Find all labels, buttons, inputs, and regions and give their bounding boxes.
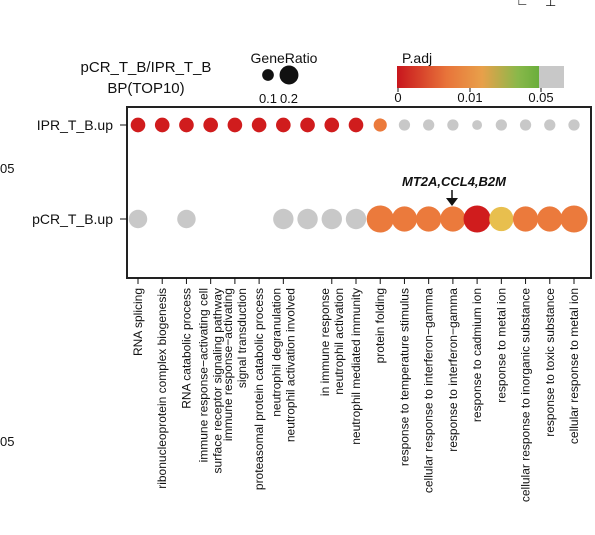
dot-0-16 xyxy=(519,119,532,131)
dot-1-12 xyxy=(416,206,442,232)
edge-glyph-top-right-2: ⊥ xyxy=(545,0,556,9)
annotation-arrow-head xyxy=(446,198,458,206)
dot-0-14 xyxy=(472,120,483,130)
dot-1-6 xyxy=(273,208,294,230)
dot-0-0 xyxy=(130,117,146,133)
dot-0-3 xyxy=(203,117,218,133)
size-legend-dot-0 xyxy=(262,69,274,81)
dot-0-9 xyxy=(348,117,364,133)
color-legend-tick-label-0: 0 xyxy=(394,90,401,105)
dot-1-7 xyxy=(297,208,318,230)
dot-1-18 xyxy=(560,205,588,233)
dot-1-9 xyxy=(345,208,367,230)
dot-0-6 xyxy=(276,117,291,133)
x-tick-label-15-0: cellular response to inorganic substance xyxy=(519,288,533,502)
size-legend-label-0: 0.1 xyxy=(259,91,277,106)
x-tick-label-8-0: neutrophil mediated immunity xyxy=(349,288,363,445)
x-tick-label-2-0: RNA catabolic process xyxy=(179,288,193,409)
color-legend-gradient xyxy=(397,66,539,88)
dot-0-5 xyxy=(251,117,267,133)
dot-1-11 xyxy=(391,206,418,232)
plot-panel xyxy=(126,106,592,279)
edge-text-left-top: 05 xyxy=(0,161,14,176)
color-legend-na-swatch xyxy=(539,66,564,88)
color-legend-tick-label-2: 0.05 xyxy=(528,90,553,105)
x-tick-label-9-0: protein folding xyxy=(373,288,387,363)
x-tick-label-6-0: neutrophil degranulation xyxy=(269,288,283,417)
dot-1-14 xyxy=(463,205,491,233)
x-tick-label-14-0: response to metal ion xyxy=(494,288,508,403)
dot-1-10 xyxy=(366,205,394,233)
dot-0-12 xyxy=(423,119,435,131)
x-tick-label-12-0: response to interferon−gamma xyxy=(446,288,460,452)
dot-0-13 xyxy=(447,119,459,131)
color-legend-tick-label-1: 0.01 xyxy=(457,90,482,105)
x-tick-label-13-0: response to cadmium ion xyxy=(470,288,484,422)
edge-text-left-bottom: 05 xyxy=(0,434,14,449)
dot-1-15 xyxy=(489,206,514,232)
chart-title-line2: BP(TOP10) xyxy=(107,80,184,97)
dot-1-17 xyxy=(537,206,563,232)
x-tick-label-17-0: cellular response to metal ion xyxy=(567,288,581,444)
x-tick-label-4-0: immune response−activating xyxy=(221,288,235,441)
dot-1-2 xyxy=(177,209,196,229)
x-tick-label-0-0: RNA splicing xyxy=(131,288,145,356)
x-tick-label-4-1: signal transduction xyxy=(235,288,249,388)
row-label-1: pCR_T_B.up xyxy=(32,211,113,227)
dot-0-4 xyxy=(227,117,243,133)
size-legend-dot-1 xyxy=(279,65,299,85)
x-tick-label-1-0: ribonucleoprotein complex biogenesis xyxy=(155,288,169,489)
x-tick-label-6-1: neutrophil activation involved xyxy=(283,288,297,442)
row-label-0: IPR_T_B.up xyxy=(37,117,113,133)
dot-1-16 xyxy=(512,206,539,232)
dot-0-17 xyxy=(544,119,556,131)
x-tick-label-16-0: response to toxic substance xyxy=(543,288,557,437)
dot-0-2 xyxy=(179,117,194,133)
dot-1-8 xyxy=(321,208,342,230)
x-tick-label-10-0: response to temperature stimulus xyxy=(397,288,411,466)
x-tick-label-3-0: immune response−activating cell xyxy=(197,288,211,462)
dot-0-1 xyxy=(154,117,170,133)
dot-1-13 xyxy=(440,206,466,232)
dot-0-11 xyxy=(398,119,411,131)
size-legend-label-1: 0.2 xyxy=(280,91,298,106)
x-tick-label-7-0: in immune response xyxy=(318,288,332,396)
dot-1-0 xyxy=(128,209,148,229)
edge-glyph-top-right-1: ∟ xyxy=(516,0,529,8)
x-tick-label-3-1: surface receptor signaling pathway xyxy=(211,288,225,473)
x-tick-label-7-1: neutrophil activation xyxy=(332,288,346,395)
dot-0-18 xyxy=(568,119,580,131)
annotation-label: MT2A,CCL4,B2M xyxy=(402,174,507,189)
chart-title-line1: pCR_T_B/IPR_T_B xyxy=(81,59,212,76)
dot-0-15 xyxy=(495,119,507,131)
dot-0-7 xyxy=(300,117,315,133)
dot-0-8 xyxy=(324,117,340,133)
x-tick-label-11-0: cellular response to interferon−gamma xyxy=(422,288,436,493)
x-tick-label-5-0: proteasomal protein catabolic process xyxy=(252,288,266,490)
size-legend-title: GeneRatio xyxy=(251,50,318,66)
dot-0-10 xyxy=(373,118,387,132)
color-legend-title: P.adj xyxy=(402,50,432,66)
